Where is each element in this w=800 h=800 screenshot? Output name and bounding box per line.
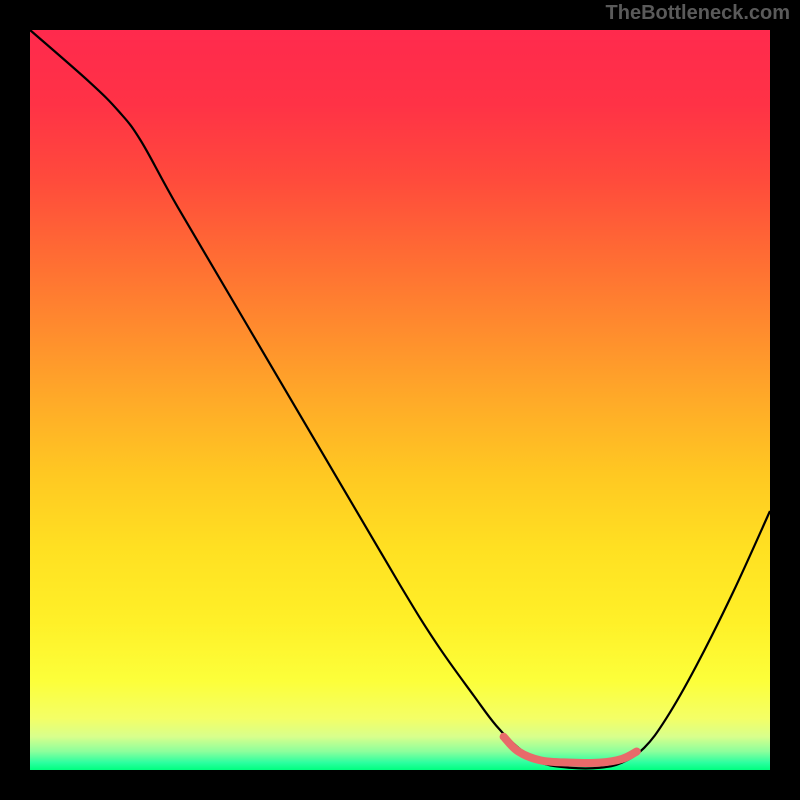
- chart-svg: [0, 0, 800, 800]
- bottleneck-chart: TheBottleneck.com: [0, 0, 800, 800]
- watermark-text: TheBottleneck.com: [606, 2, 790, 25]
